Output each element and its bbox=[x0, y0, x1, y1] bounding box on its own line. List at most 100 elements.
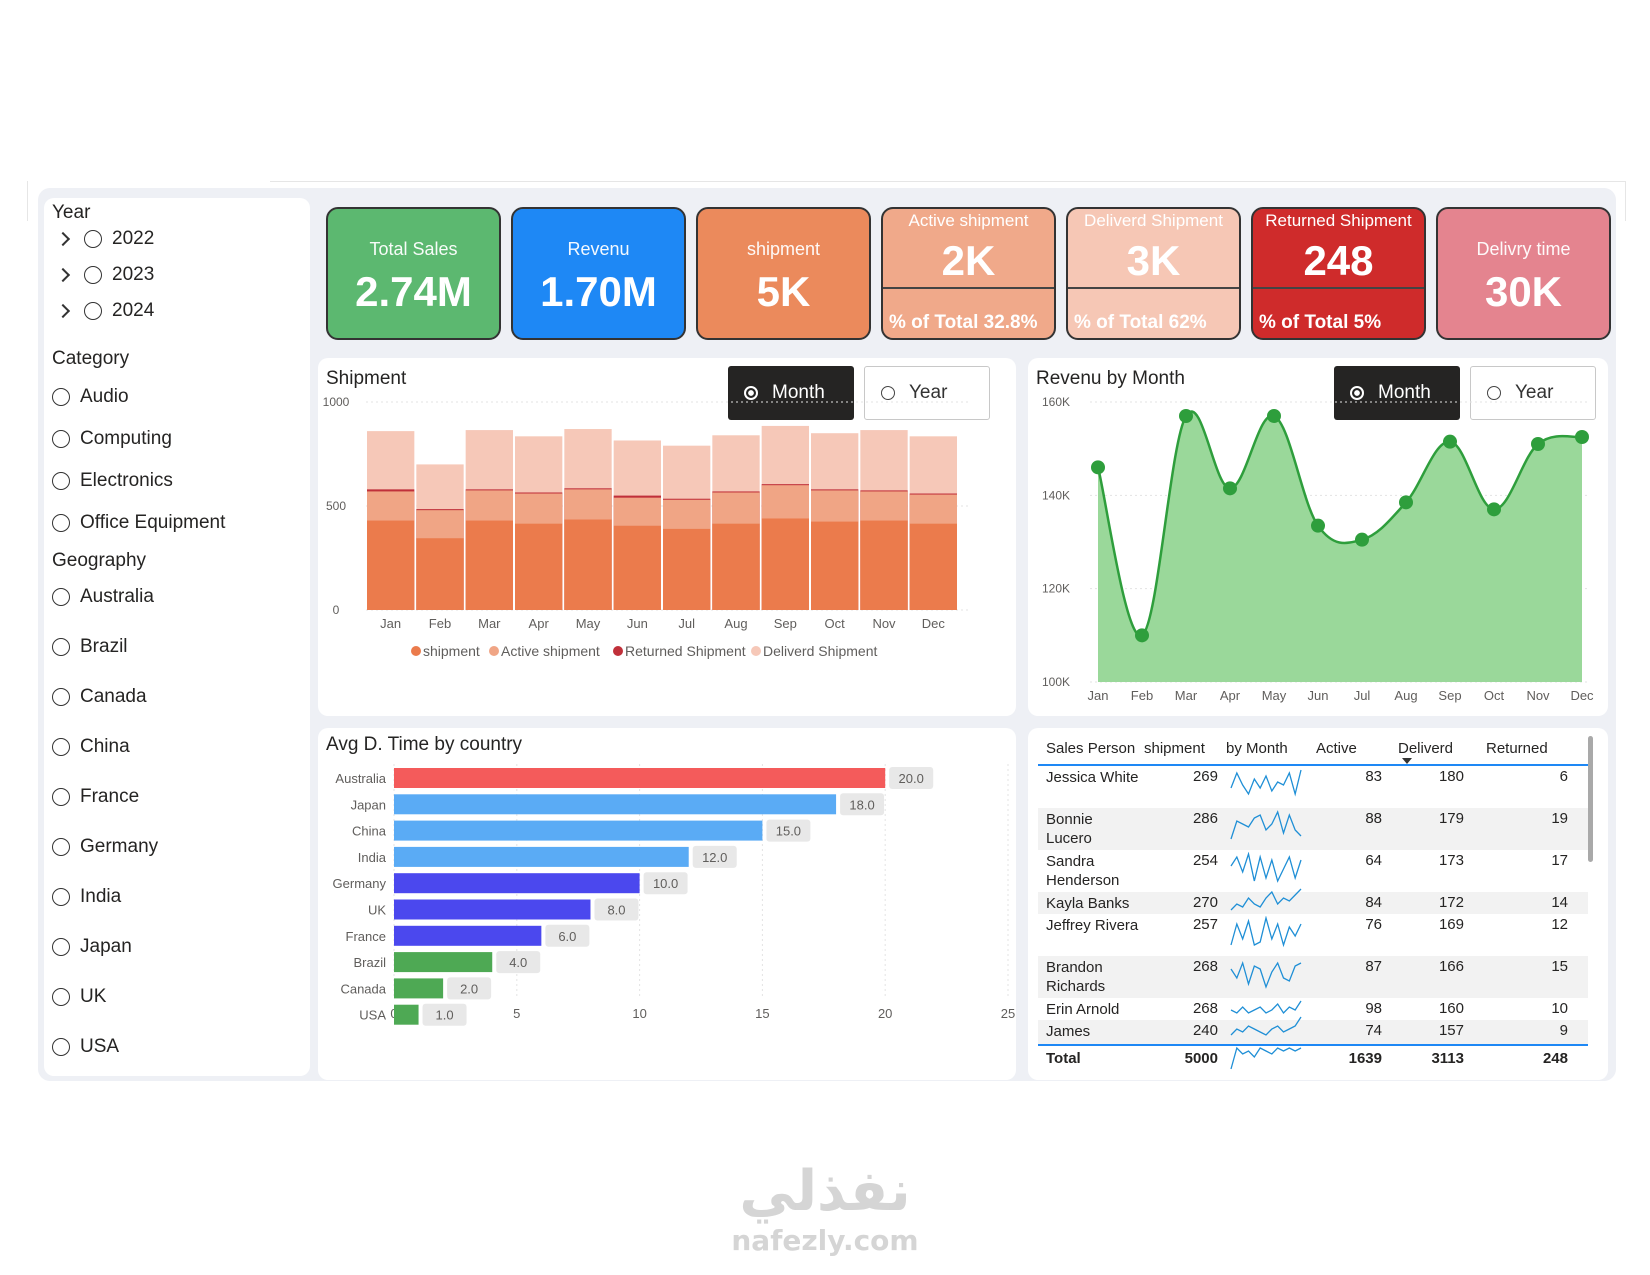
sales-person-name: Jeffrey Rivera bbox=[1046, 917, 1139, 934]
table-scrollbar[interactable] bbox=[1588, 736, 1593, 862]
geography-option-germany[interactable]: Germany bbox=[52, 836, 158, 858]
year-option-2024[interactable]: 2024 bbox=[55, 300, 154, 322]
table-row: Jeffrey Rivera 257 76 169 12 bbox=[1038, 914, 1588, 956]
chevron-right-icon[interactable] bbox=[55, 231, 71, 247]
sales-person-name: Erin Arnold bbox=[1046, 1001, 1120, 1018]
year-toggle-button[interactable]: Year bbox=[1470, 366, 1596, 420]
category-option-label: Computing bbox=[80, 428, 172, 449]
bar-shipment bbox=[860, 520, 908, 610]
data-point bbox=[1443, 434, 1457, 449]
total-returned: 248 bbox=[1542, 1050, 1568, 1067]
year-toggle-button[interactable]: Year bbox=[864, 366, 990, 420]
geography-option-brazil[interactable]: Brazil bbox=[52, 636, 128, 658]
category-option-computing[interactable]: Computing bbox=[52, 428, 172, 450]
year-option-2023[interactable]: 2023 bbox=[55, 264, 154, 286]
bar-deliverd-shipment bbox=[564, 429, 612, 610]
returned-cell: 17 bbox=[1551, 852, 1568, 869]
data-label: 10.0 bbox=[653, 876, 678, 891]
geography-option-france[interactable]: France bbox=[52, 786, 139, 808]
data-label-background bbox=[840, 793, 885, 816]
month-toggle-button[interactable]: Month bbox=[1334, 366, 1460, 420]
geography-option-uk[interactable]: UK bbox=[52, 986, 106, 1008]
bar bbox=[394, 899, 591, 920]
area-fill bbox=[1098, 411, 1582, 682]
sparkline bbox=[1230, 888, 1302, 911]
bar-active-shipment bbox=[909, 494, 957, 610]
returned-cell: 9 bbox=[1559, 1022, 1568, 1039]
radio-selected-icon bbox=[1350, 386, 1364, 400]
column-header-returned[interactable]: Returned bbox=[1486, 740, 1548, 757]
geography-option-india[interactable]: India bbox=[52, 886, 121, 908]
radio-icon bbox=[84, 266, 102, 284]
bar-active-shipment bbox=[613, 497, 661, 610]
data-label-background bbox=[594, 898, 639, 921]
category-option-audio[interactable]: Audio bbox=[52, 386, 129, 408]
bar-deliverd-shipment bbox=[860, 430, 908, 610]
data-point bbox=[1575, 430, 1589, 444]
data-label-background bbox=[766, 819, 811, 842]
active-cell: 87 bbox=[1365, 958, 1382, 975]
shipment-cell: 286 bbox=[1192, 810, 1218, 827]
data-label: 20.0 bbox=[899, 771, 924, 786]
sort-descending-icon bbox=[1402, 758, 1412, 764]
bar bbox=[394, 873, 640, 894]
sparkline bbox=[1230, 960, 1302, 989]
geography-option-china[interactable]: China bbox=[52, 736, 130, 758]
shipment-cell: 240 bbox=[1192, 1022, 1218, 1039]
x-tick-label: Feb bbox=[1131, 688, 1153, 703]
column-header-sales-person[interactable]: Sales Person bbox=[1046, 740, 1136, 757]
x-tick-label: Jan bbox=[1088, 688, 1109, 703]
geography-option-australia[interactable]: Australia bbox=[52, 586, 154, 608]
sales-person-name: Brandon Richards bbox=[1046, 959, 1106, 995]
sparkline-path bbox=[1230, 769, 1302, 797]
card-percent-of-total: % of Total 32.8% bbox=[889, 312, 1038, 333]
year-option-2022[interactable]: 2022 bbox=[55, 228, 154, 250]
category-option-electronics[interactable]: Electronics bbox=[52, 470, 173, 492]
bar-deliverd-shipment bbox=[811, 433, 859, 610]
table-row: Kayla Banks 270 84 172 14 bbox=[1038, 888, 1588, 914]
x-tick-label: Jun bbox=[1308, 688, 1329, 703]
bar-shipment bbox=[909, 523, 957, 610]
card-title: Active shipment bbox=[908, 211, 1029, 230]
bar-returned-shipment bbox=[564, 488, 612, 610]
x-tick-label: Mar bbox=[1175, 688, 1198, 703]
active-cell: 64 bbox=[1365, 852, 1382, 869]
radio-icon bbox=[52, 738, 70, 756]
geography-option-usa[interactable]: USA bbox=[52, 1036, 119, 1058]
chevron-right-icon[interactable] bbox=[55, 303, 71, 319]
x-tick-label: Aug bbox=[724, 616, 747, 631]
bar-returned-shipment bbox=[811, 489, 859, 610]
x-tick-label: Apr bbox=[1220, 688, 1241, 703]
column-header-by-month[interactable]: by Month bbox=[1226, 740, 1288, 757]
returned-cell: 6 bbox=[1559, 768, 1568, 785]
geography-option-canada[interactable]: Canada bbox=[52, 686, 147, 708]
column-header-shipment[interactable]: shipment bbox=[1144, 740, 1205, 757]
revenue-chart-panel: Revenu by Month Month Year 100K 120K 140K 1… bbox=[1028, 358, 1608, 716]
month-toggle-button[interactable]: Month bbox=[728, 366, 854, 420]
total-divider bbox=[1038, 1044, 1588, 1046]
data-point bbox=[1267, 409, 1281, 423]
returned-cell: 19 bbox=[1551, 810, 1568, 827]
column-header-deliverd[interactable]: Deliverd bbox=[1398, 740, 1454, 757]
radio-icon bbox=[52, 514, 70, 532]
y-tick-label: India bbox=[358, 850, 387, 865]
geography-option-japan[interactable]: Japan bbox=[52, 936, 132, 958]
radio-selected-icon bbox=[744, 386, 758, 400]
category-option-label: Electronics bbox=[80, 470, 173, 491]
card-title: Returned Shipment bbox=[1265, 211, 1412, 230]
radio-icon bbox=[84, 302, 102, 320]
card-divider bbox=[1253, 287, 1424, 289]
table-row: James 240 74 157 9 bbox=[1038, 1016, 1588, 1044]
active-cell: 74 bbox=[1365, 1022, 1382, 1039]
header-divider bbox=[1038, 764, 1588, 766]
chevron-right-icon[interactable] bbox=[55, 267, 71, 283]
legend-marker bbox=[613, 646, 623, 656]
sparkline-path bbox=[1230, 852, 1302, 883]
bar-active-shipment bbox=[416, 510, 464, 610]
geography-option-label: India bbox=[80, 886, 122, 907]
column-header-active[interactable]: Active bbox=[1316, 740, 1357, 757]
category-option-office-equipment[interactable]: Office Equipment bbox=[52, 512, 225, 534]
radio-icon bbox=[52, 838, 70, 856]
sparkline bbox=[1230, 810, 1302, 840]
data-point bbox=[1311, 518, 1325, 533]
